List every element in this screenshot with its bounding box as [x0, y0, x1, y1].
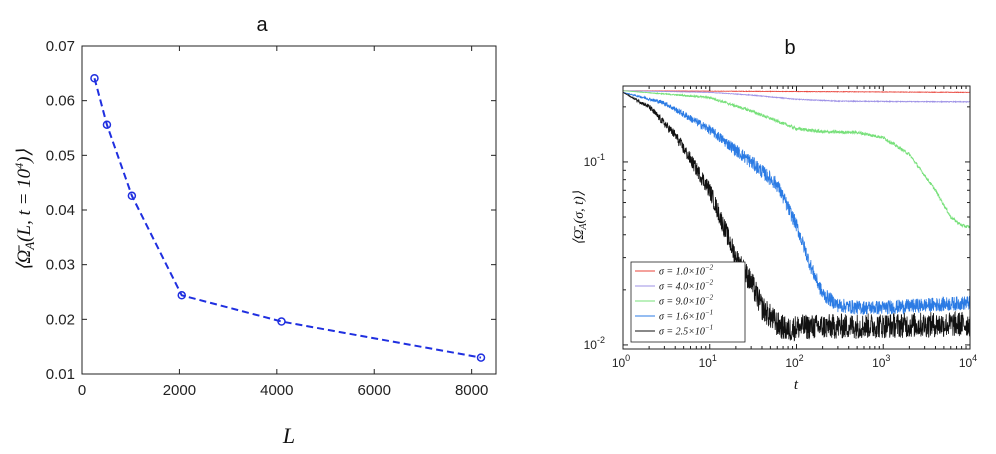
panel-b-legend-label: σ = 2.5×10−1: [659, 324, 713, 338]
panel-a-y-axis-label: ⟨Ω̄A(L, t = 104)⟩: [12, 148, 37, 270]
panel-b-legend-box: [630, 261, 746, 343]
panel-b-y-axis-label: ⟨Ω̄A(σ, t)⟩: [572, 190, 589, 245]
panel-b-series-line: [623, 90, 970, 94]
panel-a-data-point: [102, 120, 112, 129]
panel-b-series-line: [623, 91, 970, 316]
panel-b-series-line: [623, 92, 970, 342]
panel-a-data-point: [90, 74, 99, 83]
panel-a-y-tick-label: 0.02: [46, 311, 75, 328]
panel-b-x-axis-label: t: [794, 377, 799, 393]
panel-b-ticks: 100 101 102 103 104 10-2 10-1: [584, 86, 977, 370]
panel-b-letter: b: [784, 37, 795, 59]
panel-b-legend-label: σ = 1.6×10−1: [659, 309, 713, 323]
panel-b-legend: σ = 1.0×10−2σ = 4.0×10−2σ = 9.0×10−2σ = …: [630, 261, 746, 343]
panel-a-x-tick-label: 8000: [455, 382, 488, 399]
panel-a-data-point: [476, 353, 486, 362]
panel-a-series-group: [90, 74, 486, 362]
panel-a-y-tick-label: 0.07: [46, 38, 75, 55]
panel-b-x-tick-label: 101: [699, 353, 717, 370]
panel-b-x-tick-label: 100: [612, 353, 630, 370]
panel-a-x-tick-label: 0: [78, 382, 86, 399]
svg-text:⟨Ω̄A(σ, t)⟩: ⟨Ω̄A(σ, t)⟩: [572, 190, 589, 245]
panel-a-chart: a 0 2000 4000 6000 80000.010.020.030.040.050…: [12, 14, 497, 448]
panel-b-series-line: [623, 90, 970, 104]
panel-b-series-group: [623, 90, 970, 342]
panel-b-y-tick-label: 10-1: [584, 152, 605, 169]
panel-a-letter: a: [256, 14, 268, 36]
panel-a-series-line: [93, 78, 482, 359]
panel-a-data-point: [127, 191, 137, 201]
panel-a-data-point: [177, 291, 186, 300]
svg-text:⟨Ω̄A(L, t = 104)⟩: ⟨Ω̄A(L, t = 104)⟩: [12, 148, 37, 270]
panel-b-x-tick-label: 103: [872, 353, 890, 370]
panel-a-y-tick-label: 0.01: [46, 366, 75, 383]
panel-a-data-point: [277, 317, 286, 326]
panel-a-x-tick-label: 4000: [260, 382, 293, 399]
panel-b-x-tick-label: 102: [785, 353, 803, 370]
panel-a-y-tick-label: 0.05: [46, 147, 75, 164]
panel-a-y-tick-label: 0.06: [46, 93, 75, 110]
panel-b-series-line: [623, 90, 970, 229]
panel-a-y-tick-label: 0.03: [46, 257, 75, 274]
panel-b-legend-label: σ = 1.0×10−2: [659, 264, 714, 278]
panel-a-x-tick-label: 6000: [358, 382, 391, 399]
panel-a-axes-box: [81, 45, 497, 375]
panel-a-ticks: 0 2000 4000 6000 8000 0.01 0.02 0.03 0.04 0.05 0.0…: [46, 38, 496, 399]
panel-b-y-tick-label: 10-2: [584, 335, 605, 352]
panel-b-x-tick-label: 104: [959, 353, 977, 370]
panel-b-legend-label: σ = 4.0×10−2: [659, 279, 714, 293]
panel-b-legend-label: σ = 9.0×10−2: [659, 294, 714, 308]
panel-a-y-tick-label: 0.04: [46, 202, 75, 219]
panel-a-x-tick-label: 2000: [163, 382, 196, 399]
panel-a-x-axis-label: L: [282, 423, 295, 448]
